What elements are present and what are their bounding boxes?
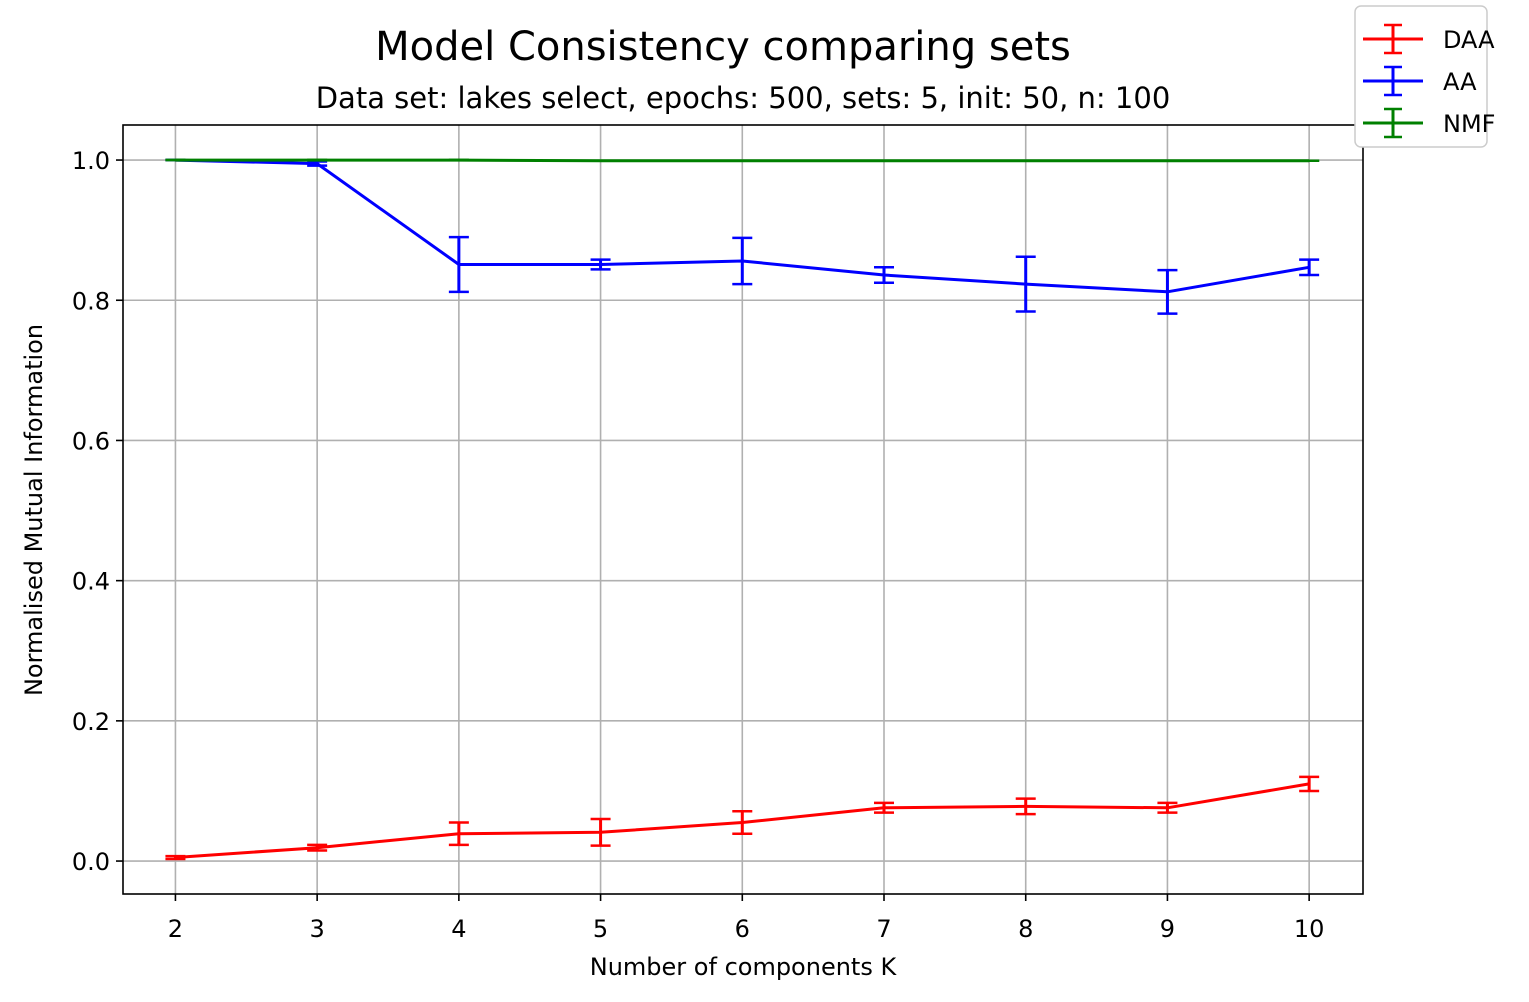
error-bar-daa: [1299, 775, 1320, 793]
error-bar-daa: [307, 843, 328, 852]
error-bar-daa: [732, 810, 753, 835]
x-tick-label: 4: [451, 915, 466, 943]
legend-label: AA: [1443, 68, 1477, 96]
error-bar-aa: [874, 266, 895, 284]
chart-title: Model Consistency comparing sets: [375, 24, 1071, 70]
error-bar-daa: [874, 801, 895, 814]
error-bar-daa: [165, 854, 186, 861]
error-bar-aa: [732, 236, 753, 286]
x-tick-label: 6: [735, 915, 750, 943]
error-bar-aa: [448, 235, 469, 294]
y-tick-label: 0.2: [72, 708, 110, 736]
legend: DAA AA NMF: [1354, 5, 1495, 148]
x-tick-label: 8: [1018, 915, 1033, 943]
y-tick-label: 1.0: [72, 147, 110, 175]
chart-subtitle: Data set: lakes select, epochs: 500, set…: [316, 81, 1171, 115]
error-bar-aa: [1015, 255, 1036, 313]
legend-item-nmf: NMF: [1363, 107, 1495, 139]
y-tick-label: 0.4: [72, 568, 110, 596]
x-tick-label: 5: [593, 915, 608, 943]
legend-item-aa: AA: [1363, 65, 1477, 97]
y-tick-label: 0.8: [72, 287, 110, 315]
error-bar-daa: [1015, 797, 1036, 816]
error-bar-aa: [590, 258, 611, 271]
error-bar-aa: [1299, 258, 1320, 277]
series-nmf: [165, 158, 1320, 163]
x-tick-label: 3: [310, 915, 325, 943]
legend-label: NMF: [1443, 110, 1495, 138]
y-ticks: 0.0 0.2 0.4 0.6 0.8 1.0: [72, 147, 123, 876]
error-bar-daa: [448, 821, 469, 847]
legend-label: DAA: [1443, 26, 1495, 54]
x-tick-label: 10: [1294, 915, 1325, 943]
error-bar-daa: [590, 817, 611, 847]
x-ticks: 2 3 4 5 6 7 8 9 10: [168, 894, 1325, 943]
y-tick-label: 0.0: [72, 848, 110, 876]
error-bar-aa: [1157, 268, 1178, 315]
x-tick-label: 2: [168, 915, 183, 943]
legend-item-daa: DAA: [1363, 23, 1495, 55]
plot-series: [165, 158, 1320, 861]
x-axis-label: Number of components K: [590, 953, 898, 981]
series-daa: [165, 775, 1320, 861]
grid-lines: [123, 125, 1363, 894]
y-tick-label: 0.6: [72, 427, 110, 455]
error-bar-daa: [1157, 801, 1178, 814]
x-tick-label: 9: [1160, 915, 1175, 943]
y-axis-label: Normalised Mutual Information: [20, 324, 48, 696]
legend-box: [1354, 5, 1488, 148]
x-tick-label: 7: [876, 915, 891, 943]
